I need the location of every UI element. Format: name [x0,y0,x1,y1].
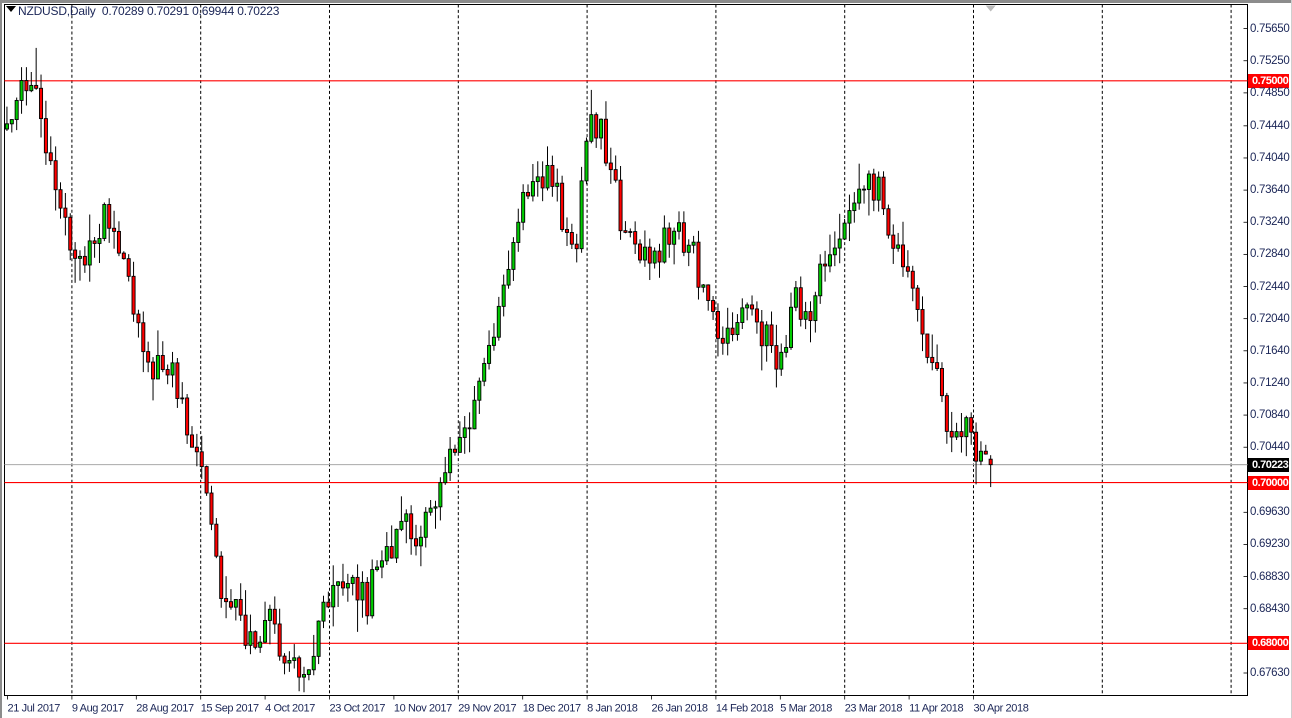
svg-text:15 Sep 2017: 15 Sep 2017 [201,703,259,715]
svg-text:10 Nov 2017: 10 Nov 2017 [394,703,452,715]
svg-text:11 Apr 2018: 11 Apr 2018 [909,703,963,715]
svg-text:29 Nov 2017: 29 Nov 2017 [458,703,516,715]
svg-text:30 Apr 2018: 30 Apr 2018 [974,703,1029,715]
svg-text:5 Mar 2018: 5 Mar 2018 [780,703,832,715]
svg-text:28 Aug 2017: 28 Aug 2017 [136,703,194,715]
svg-text:8 Jan 2018: 8 Jan 2018 [587,703,638,715]
svg-text:21 Jul 2017: 21 Jul 2017 [8,703,61,715]
svg-text:14 Feb 2018: 14 Feb 2018 [716,703,774,715]
svg-text:4 Oct 2017: 4 Oct 2017 [265,703,315,715]
svg-text:23 Oct 2017: 23 Oct 2017 [330,703,386,715]
svg-text:23 Mar 2018: 23 Mar 2018 [845,703,903,715]
svg-text:26 Jan 2018: 26 Jan 2018 [652,703,708,715]
svg-text:9 Aug 2017: 9 Aug 2017 [72,703,124,715]
svg-text:18 Dec 2017: 18 Dec 2017 [523,703,581,715]
